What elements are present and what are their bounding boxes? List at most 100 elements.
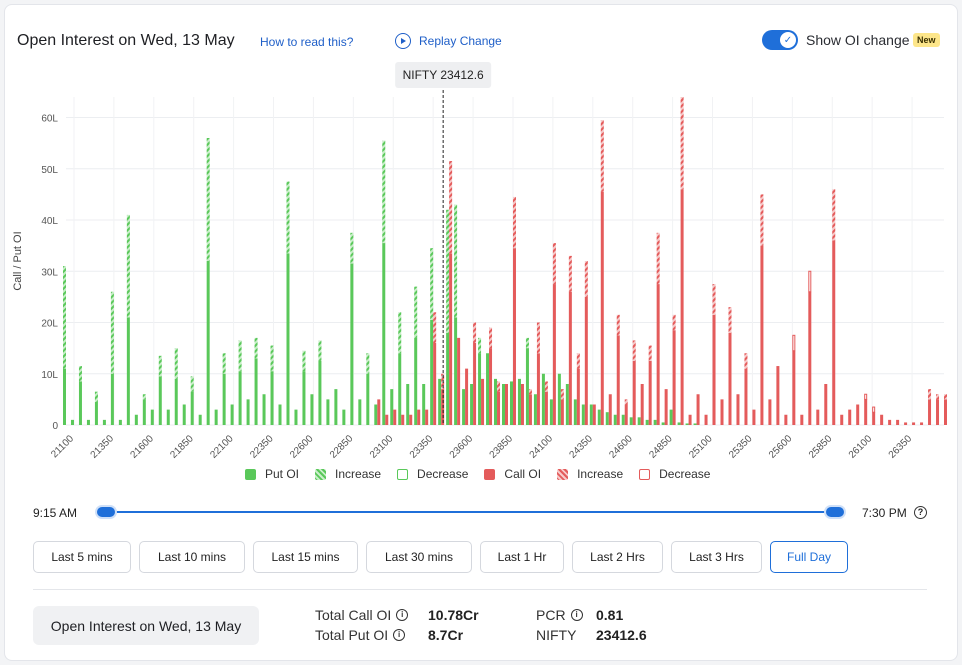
range-last-3-hrs-button[interactable]: Last 3 Hrs — [671, 541, 762, 573]
total-call-oi-label: Total Call OI — [315, 607, 392, 623]
put-oi-bar — [693, 423, 697, 425]
range-last-10-mins-button[interactable]: Last 10 mins — [139, 541, 245, 573]
legend-put-decrease: Decrease — [397, 467, 468, 481]
call-oi-bar — [928, 399, 932, 425]
call-oi-bar — [473, 343, 477, 425]
put-oi-bar — [613, 414, 617, 425]
call-oi-bar — [544, 391, 548, 425]
put-oi-bar — [605, 412, 609, 425]
call-oi-bar — [712, 314, 716, 425]
put-oi-bar — [182, 404, 186, 425]
summary-date-button[interactable]: Open Interest on Wed, 13 May — [33, 606, 259, 645]
call-oi-bar — [648, 360, 652, 425]
put-oi-increase-bar — [174, 348, 178, 379]
put-oi-bar — [126, 317, 130, 425]
put-oi-bar — [254, 358, 258, 425]
put-oi-bar — [166, 409, 170, 425]
call-oi-decrease-bar — [808, 270, 812, 293]
range-last-2-hrs-button[interactable]: Last 2 Hrs — [572, 541, 663, 573]
spot-tooltip-box — [395, 62, 492, 88]
call-oi-bar — [425, 409, 429, 425]
call-oi-bar — [377, 399, 381, 425]
range-full-day-button[interactable]: Full Day — [770, 541, 848, 573]
call-oi-increase-bar — [576, 353, 580, 369]
put-oi-bar — [118, 419, 122, 425]
chart-legend: Put OI Increase Decrease Call OI Increas… — [245, 467, 726, 481]
x-tick-label: 26100 — [847, 433, 875, 461]
legend-label: Decrease — [659, 467, 711, 481]
info-icon[interactable]: i — [570, 609, 583, 621]
x-tick-label: 22100 — [208, 433, 236, 461]
put-oi-bar — [533, 394, 537, 425]
call-oi-bar — [944, 399, 947, 425]
put-oi-bar — [246, 399, 250, 425]
put-oi-increase-bar — [446, 209, 450, 333]
put-oi-bar — [214, 409, 218, 425]
call-oi-bar — [728, 332, 732, 425]
put-oi-bar — [278, 404, 282, 425]
y-axis-label: Call / Put OI — [12, 231, 24, 290]
x-tick-label: 22850 — [328, 433, 356, 461]
range-last-1-hr-button[interactable]: Last 1 Hr — [480, 541, 564, 573]
legend-swatch — [397, 468, 409, 480]
call-oi-increase-bar — [544, 381, 548, 392]
call-oi-increase-bar — [760, 194, 764, 246]
legend-label: Increase — [577, 467, 624, 481]
x-tick-label: 21350 — [89, 433, 117, 461]
legend-swatch — [315, 468, 327, 480]
call-oi-bar — [688, 414, 692, 425]
call-oi-bar — [936, 399, 940, 425]
legend-swatch — [557, 468, 569, 480]
help-icon[interactable]: ? — [914, 506, 927, 519]
put-oi-increase-bar — [63, 266, 66, 369]
show-oi-change-toggle[interactable]: ✓ — [762, 30, 798, 50]
time-slider-track[interactable] — [105, 511, 836, 513]
call-oi-bar — [872, 412, 876, 425]
call-oi-bar — [401, 414, 405, 425]
put-oi-bar — [629, 417, 633, 425]
y-tick-label: 20L — [41, 319, 58, 330]
range-buttons: Last 5 mins Last 10 mins Last 15 mins La… — [33, 541, 856, 573]
put-oi-increase-bar — [110, 291, 114, 374]
call-oi-increase-bar — [584, 261, 588, 297]
put-oi-bar — [597, 409, 601, 425]
put-oi-bar — [198, 414, 202, 425]
how-to-read-link[interactable]: How to read this? — [260, 35, 354, 49]
call-oi-bar — [640, 384, 644, 425]
call-oi-bar — [680, 189, 684, 425]
y-tick-label: 0 — [52, 421, 58, 432]
info-icon[interactable]: i — [396, 609, 409, 621]
put-oi-bar — [310, 394, 314, 425]
slider-end-handle[interactable] — [824, 505, 846, 519]
call-oi-bar — [816, 409, 820, 425]
check-icon: ✓ — [780, 32, 796, 48]
call-oi-bar — [536, 353, 540, 425]
range-last-5-mins-button[interactable]: Last 5 mins — [33, 541, 131, 573]
call-oi-bar — [776, 366, 780, 425]
call-oi-increase-bar — [497, 381, 501, 392]
put-oi-bar — [286, 253, 290, 425]
call-oi-bar — [465, 368, 469, 425]
call-oi-bar — [624, 404, 628, 425]
call-oi-increase-bar — [936, 394, 940, 400]
info-icon[interactable]: i — [393, 629, 406, 641]
call-oi-bar — [393, 409, 397, 425]
put-oi-bar — [502, 384, 505, 425]
put-oi-bar — [150, 409, 154, 425]
put-oi-bar — [302, 371, 306, 425]
slider-start-handle[interactable] — [95, 505, 117, 519]
x-tick-label: 24600 — [607, 433, 635, 461]
call-oi-increase-bar — [489, 327, 493, 349]
call-oi-bar — [592, 404, 596, 425]
call-oi-bar — [848, 409, 852, 425]
put-oi-bar — [382, 243, 386, 425]
put-oi-bar — [661, 422, 665, 425]
call-oi-increase-bar — [656, 232, 660, 285]
put-oi-bar — [366, 373, 370, 425]
range-last-30-mins-button[interactable]: Last 30 mins — [366, 541, 472, 573]
pcr-value: 0.81 — [596, 607, 624, 623]
put-oi-bar — [462, 389, 466, 425]
put-oi-bar — [374, 404, 378, 425]
range-last-15-mins-button[interactable]: Last 15 mins — [253, 541, 358, 573]
replay-change-button[interactable]: Replay Change — [395, 33, 502, 49]
